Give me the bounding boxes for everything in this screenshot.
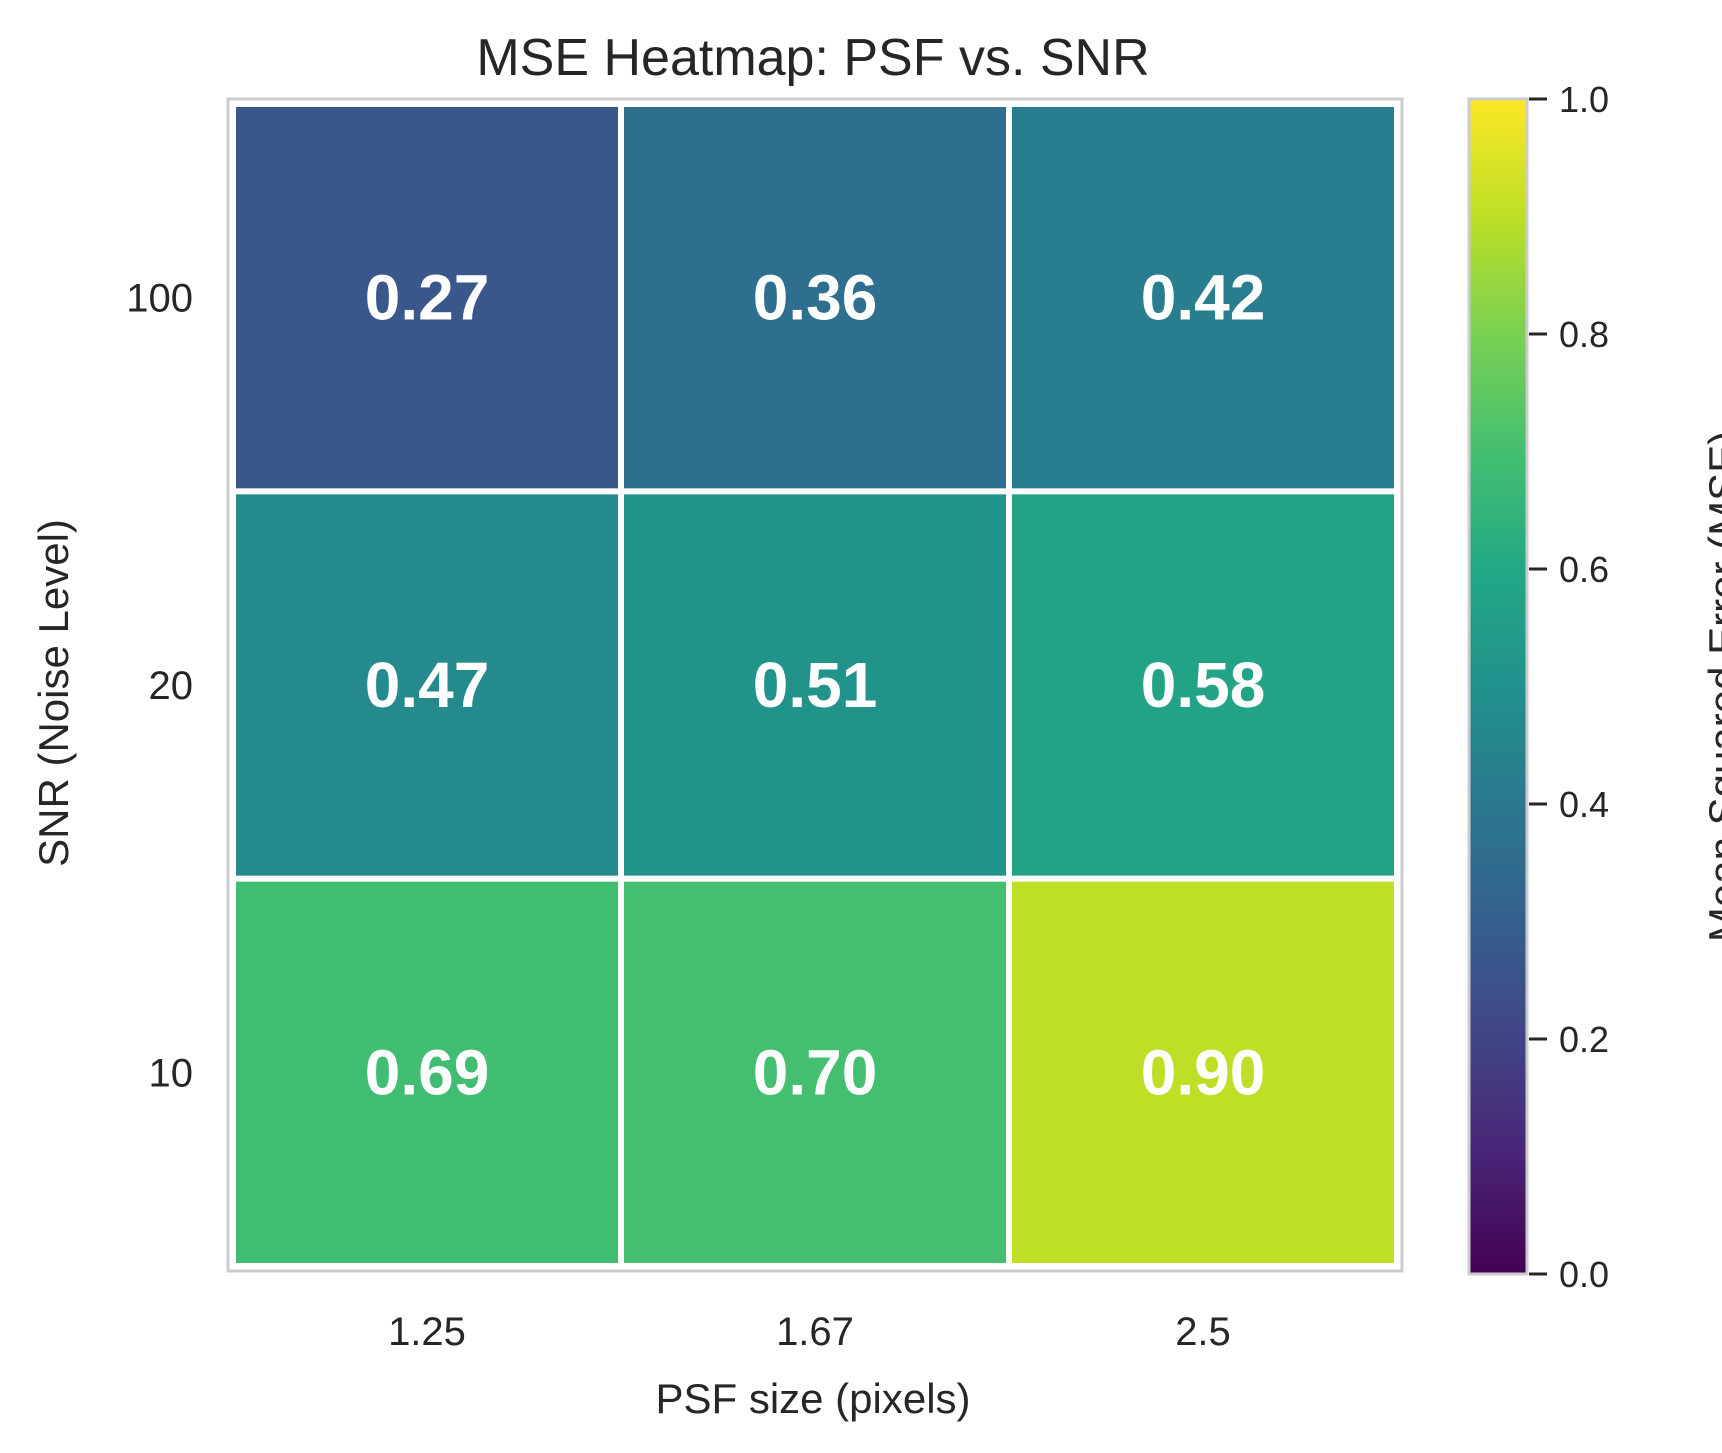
colorbar-tick-label: 0.0	[1559, 1254, 1609, 1295]
chart-title: MSE Heatmap: PSF vs. SNR	[476, 29, 1149, 87]
heatmap-cell	[236, 107, 618, 489]
colorbar: 0.0 0.2 0.4 0.6 0.8 1.0 Mean Squared Error (MS…	[1467, 79, 1722, 1295]
plot-area: 0.27 0.36 0.42 0.47 0.51 0.58 0.69 0.70 0.90	[226, 97, 1404, 1273]
heatmap-cell	[236, 494, 618, 876]
cell-value-label: 0.69	[365, 1036, 490, 1108]
y-tick-label: 20	[149, 664, 194, 708]
cell-value-label: 0.90	[1141, 1036, 1266, 1108]
x-tick-label: 1.25	[388, 1310, 466, 1354]
heatmap-cell	[1012, 881, 1394, 1263]
colorbar-label: Mean Squared Error (MSE)	[1700, 431, 1722, 942]
heatmap-cell	[236, 881, 618, 1263]
colorbar-tick-label: 1.0	[1559, 79, 1609, 120]
y-tick-labels: 100 20 10	[126, 277, 193, 1096]
heatmap-cell	[624, 107, 1006, 489]
cell-value-label: 0.47	[365, 649, 490, 721]
x-tick-labels: 1.25 1.67 2.5	[388, 1310, 1231, 1354]
y-tick-label: 10	[149, 1051, 194, 1095]
cell-value-label: 0.27	[365, 262, 490, 334]
x-axis-label: PSF size (pixels)	[655, 1375, 970, 1422]
heatmap-cell	[1012, 494, 1394, 876]
heatmap-cell	[624, 881, 1006, 1263]
colorbar-tick-label: 0.8	[1559, 314, 1609, 355]
colorbar-tick-label: 0.6	[1559, 549, 1609, 590]
y-axis-label: SNR (Noise Level)	[30, 519, 77, 867]
plot-frame	[226, 97, 1404, 1273]
x-tick-label: 2.5	[1175, 1310, 1231, 1354]
cell-value-label: 0.58	[1141, 649, 1266, 721]
colorbar-tick-label: 0.4	[1559, 784, 1609, 825]
cell-value-label: 0.42	[1141, 262, 1266, 334]
cell-value-label: 0.70	[753, 1036, 878, 1108]
heatmap-cell	[1012, 107, 1394, 489]
colorbar-tick-label: 0.2	[1559, 1019, 1609, 1060]
y-tick-label: 100	[126, 277, 193, 321]
cell-value-label: 0.36	[753, 262, 878, 334]
heatmap-cell	[624, 494, 1006, 876]
x-tick-label: 1.67	[776, 1310, 854, 1354]
colorbar-gradient	[1467, 97, 1529, 1276]
cell-value-label: 0.51	[753, 649, 878, 721]
